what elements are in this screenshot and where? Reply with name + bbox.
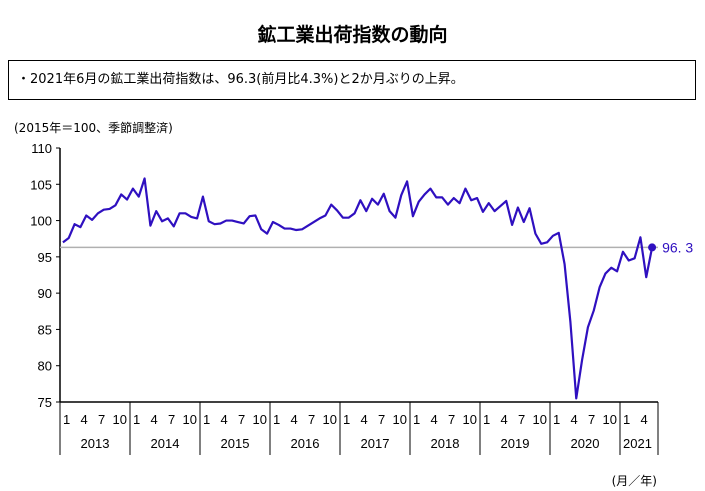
month-tick-label: 4 bbox=[151, 412, 158, 427]
y-tick-label: 100 bbox=[30, 214, 52, 229]
month-tick-label: 1 bbox=[133, 412, 140, 427]
year-label: 2021 bbox=[623, 436, 652, 451]
month-tick-label: 7 bbox=[448, 412, 455, 427]
year-label: 2015 bbox=[221, 436, 250, 451]
month-tick-label: 4 bbox=[361, 412, 368, 427]
month-tick-label: 10 bbox=[323, 412, 337, 427]
y-tick-label: 80 bbox=[38, 359, 52, 374]
y-tick-label: 105 bbox=[30, 177, 52, 192]
y-tick-label: 110 bbox=[31, 141, 52, 156]
y-axis-unit-label: (2015年＝100、季節調整済) bbox=[14, 121, 173, 135]
summary-box: ・2021年6月の鉱工業出荷指数は、96.3(前月比4.3%)と2か月ぶりの上昇… bbox=[8, 60, 696, 100]
month-tick-label: 10 bbox=[113, 412, 127, 427]
y-tick-label: 75 bbox=[38, 395, 52, 410]
data-point bbox=[648, 243, 657, 252]
y-tick-label: 90 bbox=[38, 286, 52, 301]
year-label: 2018 bbox=[431, 436, 460, 451]
month-tick-label: 7 bbox=[238, 412, 245, 427]
month-tick-label: 4 bbox=[291, 412, 298, 427]
month-tick-label: 1 bbox=[623, 412, 630, 427]
month-tick-label: 4 bbox=[431, 412, 438, 427]
year-label: 2019 bbox=[501, 436, 530, 451]
month-tick-label: 10 bbox=[183, 412, 197, 427]
y-tick-label: 85 bbox=[38, 322, 52, 337]
month-tick-label: 1 bbox=[63, 412, 70, 427]
month-tick-label: 4 bbox=[81, 412, 88, 427]
month-tick-label: 10 bbox=[463, 412, 477, 427]
month-tick-label: 4 bbox=[641, 412, 648, 427]
month-tick-label: 10 bbox=[603, 412, 617, 427]
year-label: 2020 bbox=[571, 436, 600, 451]
month-tick-label: 7 bbox=[378, 412, 385, 427]
month-tick-label: 7 bbox=[588, 412, 595, 427]
month-tick-label: 7 bbox=[98, 412, 105, 427]
month-tick-label: 1 bbox=[413, 412, 420, 427]
month-tick-label: 1 bbox=[203, 412, 210, 427]
month-tick-label: 1 bbox=[343, 412, 350, 427]
month-tick-label: 1 bbox=[553, 412, 560, 427]
year-label: 2013 bbox=[81, 436, 110, 451]
month-tick-label: 10 bbox=[533, 412, 547, 427]
month-tick-label: 7 bbox=[168, 412, 175, 427]
year-label: 2014 bbox=[151, 436, 180, 451]
year-label: 2017 bbox=[361, 436, 390, 451]
month-tick-label: 10 bbox=[253, 412, 267, 427]
x-axis-unit-label: (月／年) bbox=[611, 474, 657, 488]
month-tick-label: 1 bbox=[273, 412, 280, 427]
last-value-label: 96. 3 bbox=[662, 239, 693, 255]
month-tick-label: 7 bbox=[308, 412, 315, 427]
month-tick-label: 4 bbox=[501, 412, 508, 427]
year-label: 2016 bbox=[291, 436, 320, 451]
month-tick-label: 7 bbox=[518, 412, 525, 427]
month-tick-label: 1 bbox=[483, 412, 490, 427]
month-tick-label: 4 bbox=[221, 412, 228, 427]
chart-title: 鉱工業出荷指数の動向 bbox=[257, 24, 448, 46]
month-tick-label: 4 bbox=[571, 412, 578, 427]
series-line bbox=[62, 177, 654, 400]
y-tick-label: 95 bbox=[38, 250, 52, 265]
month-tick-label: 10 bbox=[393, 412, 407, 427]
